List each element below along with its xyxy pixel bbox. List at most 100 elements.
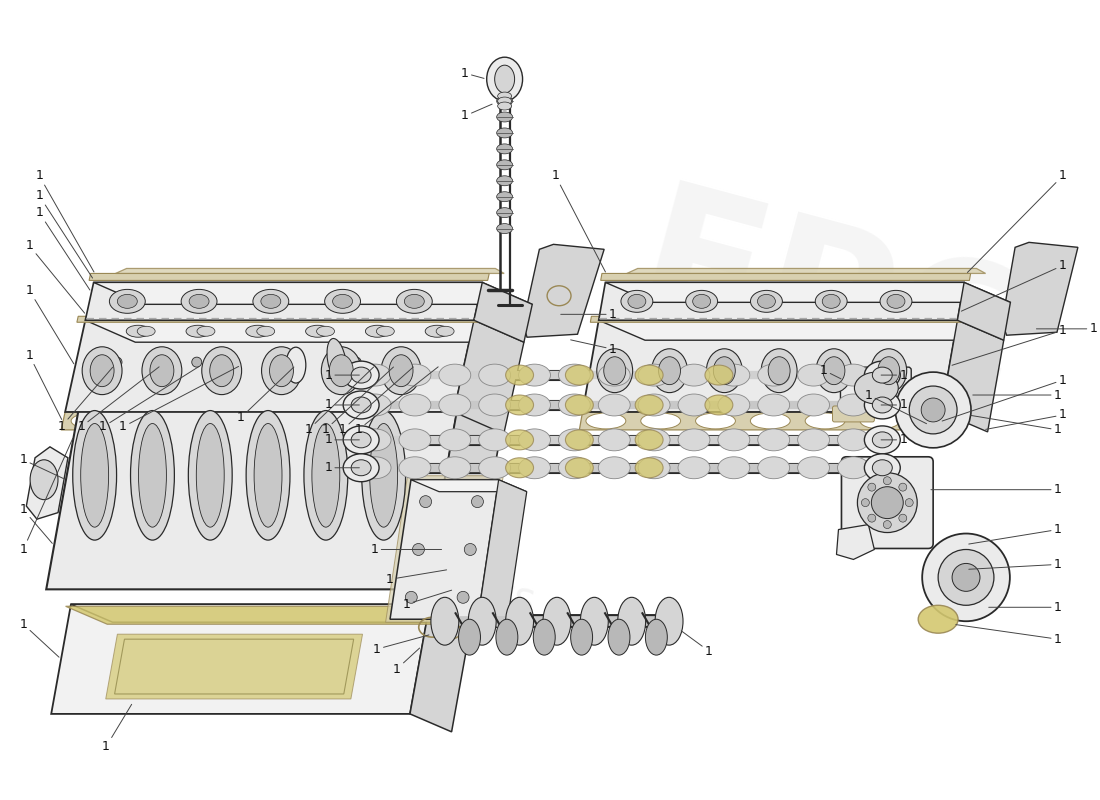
Ellipse shape bbox=[73, 410, 117, 540]
Ellipse shape bbox=[638, 429, 670, 451]
Text: 1: 1 bbox=[971, 415, 1062, 436]
Ellipse shape bbox=[598, 429, 630, 451]
Ellipse shape bbox=[695, 413, 736, 429]
Ellipse shape bbox=[142, 346, 182, 394]
Ellipse shape bbox=[439, 394, 471, 416]
Ellipse shape bbox=[381, 346, 421, 394]
Polygon shape bbox=[598, 320, 1003, 340]
Polygon shape bbox=[942, 320, 1003, 432]
Ellipse shape bbox=[343, 454, 379, 482]
Ellipse shape bbox=[638, 364, 670, 386]
Text: 1: 1 bbox=[371, 543, 441, 556]
Ellipse shape bbox=[899, 514, 906, 522]
Ellipse shape bbox=[565, 395, 593, 415]
Ellipse shape bbox=[758, 457, 790, 478]
Ellipse shape bbox=[798, 364, 829, 386]
Ellipse shape bbox=[938, 550, 994, 606]
Polygon shape bbox=[454, 320, 524, 434]
Text: 1: 1 bbox=[339, 367, 414, 436]
Ellipse shape bbox=[399, 457, 431, 478]
Ellipse shape bbox=[597, 349, 632, 393]
FancyBboxPatch shape bbox=[842, 457, 933, 549]
Ellipse shape bbox=[823, 357, 845, 385]
Ellipse shape bbox=[343, 426, 379, 454]
Ellipse shape bbox=[332, 294, 352, 308]
Ellipse shape bbox=[497, 224, 513, 234]
Polygon shape bbox=[957, 282, 1011, 340]
Ellipse shape bbox=[190, 413, 234, 429]
Ellipse shape bbox=[497, 96, 513, 106]
Polygon shape bbox=[410, 604, 471, 732]
Ellipse shape bbox=[139, 423, 166, 527]
Polygon shape bbox=[86, 282, 482, 320]
Polygon shape bbox=[627, 269, 986, 274]
FancyBboxPatch shape bbox=[944, 378, 970, 412]
Ellipse shape bbox=[359, 457, 390, 478]
Ellipse shape bbox=[351, 397, 371, 413]
Text: 1: 1 bbox=[20, 454, 64, 478]
Polygon shape bbox=[836, 525, 874, 559]
Text: 1: 1 bbox=[881, 434, 907, 446]
Ellipse shape bbox=[651, 349, 688, 393]
Ellipse shape bbox=[131, 413, 175, 429]
Ellipse shape bbox=[324, 290, 361, 314]
Ellipse shape bbox=[261, 294, 280, 308]
Text: 1: 1 bbox=[961, 259, 1067, 311]
Ellipse shape bbox=[798, 429, 829, 451]
Ellipse shape bbox=[635, 430, 663, 450]
Ellipse shape bbox=[351, 367, 371, 383]
Ellipse shape bbox=[815, 290, 847, 312]
Ellipse shape bbox=[872, 367, 892, 383]
Text: 1: 1 bbox=[321, 367, 394, 436]
Ellipse shape bbox=[497, 102, 512, 110]
Ellipse shape bbox=[419, 496, 431, 508]
Ellipse shape bbox=[131, 410, 175, 540]
Text: a part for parts: a part for parts bbox=[221, 516, 539, 622]
Ellipse shape bbox=[571, 619, 593, 655]
Ellipse shape bbox=[837, 394, 869, 416]
Text: 1: 1 bbox=[969, 558, 1062, 571]
Text: 1: 1 bbox=[956, 625, 1062, 646]
Polygon shape bbox=[598, 282, 964, 320]
Ellipse shape bbox=[758, 394, 790, 416]
Ellipse shape bbox=[887, 294, 905, 308]
Ellipse shape bbox=[635, 365, 663, 385]
Polygon shape bbox=[474, 282, 532, 342]
Polygon shape bbox=[425, 370, 508, 610]
Ellipse shape bbox=[865, 454, 900, 482]
Text: 1: 1 bbox=[20, 438, 73, 556]
Ellipse shape bbox=[362, 410, 406, 540]
Polygon shape bbox=[106, 634, 363, 699]
Ellipse shape bbox=[871, 486, 903, 518]
Ellipse shape bbox=[872, 432, 892, 448]
Ellipse shape bbox=[718, 364, 750, 386]
Ellipse shape bbox=[245, 326, 270, 338]
Ellipse shape bbox=[518, 394, 550, 416]
Ellipse shape bbox=[559, 429, 591, 451]
Polygon shape bbox=[86, 320, 524, 342]
Ellipse shape bbox=[359, 394, 390, 416]
Ellipse shape bbox=[714, 357, 735, 385]
Ellipse shape bbox=[351, 357, 361, 367]
Ellipse shape bbox=[188, 410, 232, 540]
Ellipse shape bbox=[678, 429, 710, 451]
Ellipse shape bbox=[109, 290, 145, 314]
Ellipse shape bbox=[189, 294, 209, 308]
Polygon shape bbox=[390, 480, 498, 619]
Ellipse shape bbox=[478, 364, 510, 386]
Polygon shape bbox=[94, 282, 532, 304]
Ellipse shape bbox=[518, 429, 550, 451]
Text: 1: 1 bbox=[386, 570, 447, 586]
Ellipse shape bbox=[82, 346, 122, 394]
Ellipse shape bbox=[918, 606, 958, 633]
Text: 1: 1 bbox=[35, 206, 90, 290]
Ellipse shape bbox=[439, 457, 471, 478]
Ellipse shape bbox=[439, 364, 471, 386]
Ellipse shape bbox=[880, 290, 912, 312]
Polygon shape bbox=[70, 604, 471, 622]
Text: 1: 1 bbox=[820, 364, 842, 379]
Ellipse shape bbox=[497, 176, 513, 186]
Ellipse shape bbox=[191, 357, 201, 367]
Text: 1: 1 bbox=[403, 590, 452, 610]
Polygon shape bbox=[89, 274, 490, 281]
